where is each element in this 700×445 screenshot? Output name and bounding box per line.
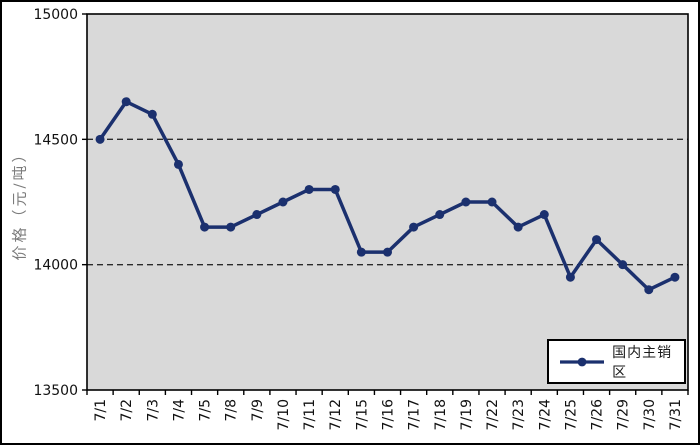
data-point-7/30 xyxy=(644,285,654,295)
x-tick-label: 7/22 xyxy=(485,399,501,430)
data-point-7/16 xyxy=(383,247,392,257)
x-tick-label: 7/16 xyxy=(381,399,397,431)
data-point-7/29 xyxy=(618,260,628,270)
data-point-7/2 xyxy=(121,97,131,107)
data-point-7/26 xyxy=(592,235,602,245)
data-point-7/1 xyxy=(95,134,105,144)
data-point-7/31 xyxy=(670,272,680,282)
data-point-7/25 xyxy=(565,272,575,282)
plot-area xyxy=(87,14,688,390)
data-point-7/10 xyxy=(278,197,288,207)
data-point-7/19 xyxy=(461,197,471,207)
x-tick-label: 7/25 xyxy=(563,399,579,430)
x-tick-label: 7/19 xyxy=(459,399,475,430)
data-point-7/8 xyxy=(226,222,236,232)
data-point-7/24 xyxy=(539,210,549,220)
x-tick-label: 7/2 xyxy=(119,399,135,422)
x-tick-label: 7/15 xyxy=(354,399,370,430)
x-tick-label: 7/4 xyxy=(171,399,187,422)
plot-border xyxy=(86,13,689,391)
x-tick-label: 7/8 xyxy=(224,399,240,422)
data-point-7/4 xyxy=(173,159,183,169)
legend-series-label: 国内主销区 xyxy=(612,344,673,381)
data-point-7/11 xyxy=(304,184,314,194)
x-tick-label: 7/18 xyxy=(433,399,449,430)
x-tick-label: 7/12 xyxy=(328,399,344,430)
data-point-7/9 xyxy=(252,210,262,220)
y-tick-label: 13500 xyxy=(33,383,78,399)
y-tick-label: 14000 xyxy=(33,258,78,274)
data-point-7/22 xyxy=(487,197,497,207)
x-tick-label: 7/3 xyxy=(145,399,161,422)
x-tick-label: 7/23 xyxy=(511,399,527,430)
data-point-7/3 xyxy=(147,109,157,119)
x-tick-label: 7/11 xyxy=(302,399,318,430)
x-tick-label: 7/30 xyxy=(642,399,658,430)
data-point-7/15 xyxy=(356,247,366,257)
x-tick-label: 7/9 xyxy=(250,399,266,422)
x-tick-label: 7/1 xyxy=(93,399,109,422)
legend-line-marker-icon xyxy=(560,357,605,366)
x-tick-label: 7/10 xyxy=(276,399,292,430)
data-point-7/17 xyxy=(409,222,419,232)
legend-box: 国内主销区 xyxy=(547,339,686,384)
data-point-7/23 xyxy=(513,222,523,232)
x-tick-label: 7/26 xyxy=(590,399,606,431)
x-tick-label: 7/5 xyxy=(198,399,214,422)
x-tick-label: 7/31 xyxy=(668,399,684,430)
y-tick-label: 14500 xyxy=(33,132,78,148)
data-point-7/5 xyxy=(200,222,210,232)
x-tick-label: 7/24 xyxy=(537,399,553,431)
y-tick-label: 15000 xyxy=(33,7,78,23)
x-tick-label: 7/17 xyxy=(407,399,423,430)
data-point-7/18 xyxy=(435,210,445,220)
x-tick-label: 7/29 xyxy=(616,399,632,430)
data-point-7/12 xyxy=(330,184,340,194)
